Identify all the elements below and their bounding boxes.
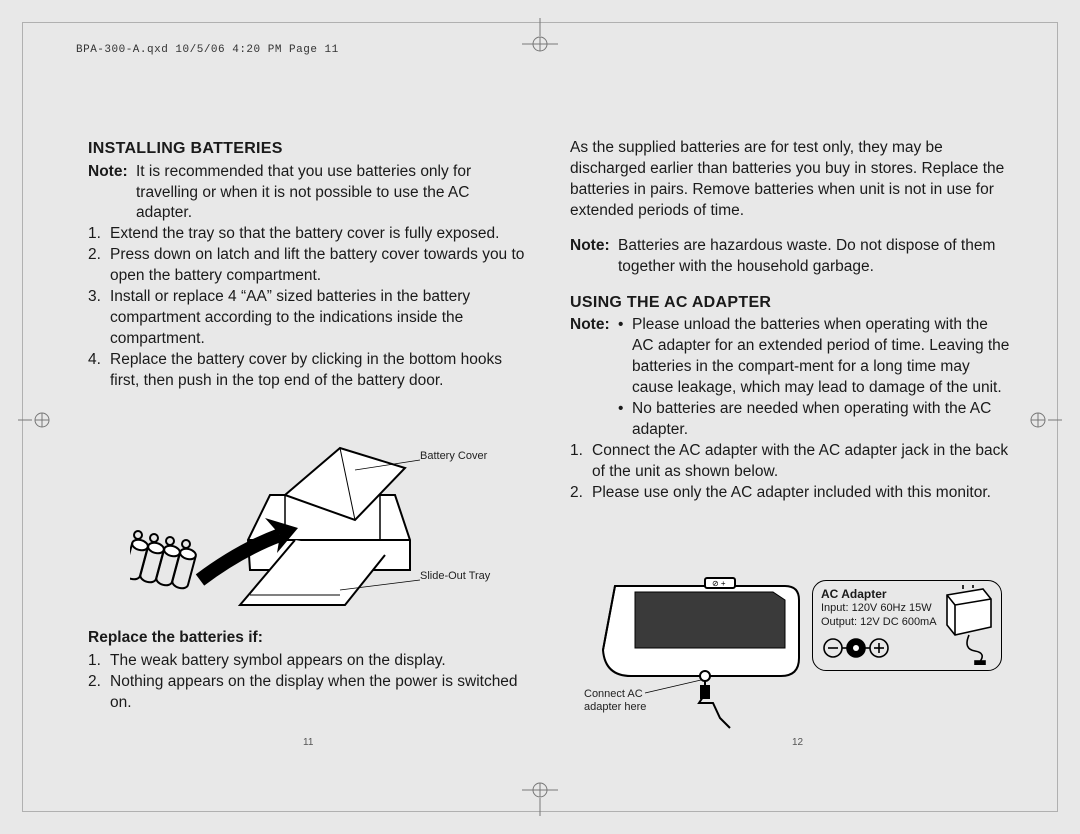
bullet-text: No batteries are needed when operating w…: [632, 399, 1010, 441]
crop-mark-bottom: [510, 776, 570, 816]
step-text: Install or replace 4 “AA” sized batterie…: [110, 287, 528, 350]
crop-mark-left: [18, 400, 58, 440]
battery-illustration: [130, 440, 440, 620]
note-label: Note:: [570, 236, 618, 278]
replace-section: Replace the batteries if: 1.The weak bat…: [88, 622, 528, 714]
step-number: 4.: [88, 350, 110, 392]
title-installing-batteries: INSTALLING BATTERIES: [88, 138, 528, 160]
intro-paragraph: As the supplied batteries are for test o…: [570, 138, 1010, 222]
bullet-dot: •: [618, 315, 632, 399]
bullet-dot: •: [618, 399, 632, 441]
page-number-right: 12: [792, 737, 803, 748]
label-battery-cover: Battery Cover: [420, 450, 487, 463]
adapter-brick-icon: [939, 585, 995, 665]
left-column: INSTALLING BATTERIES Note: It is recomme…: [88, 138, 528, 392]
label-slide-tray: Slide-Out Tray: [420, 570, 490, 583]
step-text: The weak battery symbol appears on the d…: [110, 651, 528, 672]
crop-mark-right: [1022, 400, 1062, 440]
replace-title: Replace the batteries if:: [88, 628, 528, 649]
title-ac-adapter: USING THE AC ADAPTER: [570, 292, 1010, 314]
note-body: It is recommended that you use batteries…: [136, 162, 528, 225]
step-text: Please use only the AC adapter included …: [592, 483, 1010, 504]
step-number: 1.: [88, 651, 110, 672]
note-batteries: Note: It is recommended that you use bat…: [88, 162, 528, 225]
step-number: 2.: [570, 483, 592, 504]
header-file-stamp: BPA-300-A.qxd 10/5/06 4:20 PM Page 11: [76, 44, 339, 56]
step-text: Connect the AC adapter with the AC adapt…: [592, 441, 1010, 483]
polarity-icon: [821, 636, 891, 660]
step-number: 2.: [88, 672, 110, 714]
note-label: Note:: [88, 162, 136, 225]
label-connect-here: Connect AC adapter here: [584, 688, 664, 714]
replace-steps: 1.The weak battery symbol appears on the…: [88, 651, 528, 714]
page-number-left: 11: [303, 737, 313, 748]
svg-text:⊘ +: ⊘ +: [712, 579, 726, 588]
step-number: 1.: [88, 224, 110, 245]
right-column: As the supplied batteries are for test o…: [570, 138, 1010, 503]
note-hazardous: Note: Batteries are hazardous waste. Do …: [570, 236, 1010, 278]
note-label: Note:: [570, 315, 618, 441]
crop-mark-top: [510, 18, 570, 58]
step-text: Replace the battery cover by clicking in…: [110, 350, 528, 392]
install-steps: 1.Extend the tray so that the battery co…: [88, 224, 528, 391]
step-number: 3.: [88, 287, 110, 350]
note-ac: Note: •Please unload the batteries when …: [570, 315, 1010, 441]
step-text: Press down on latch and lift the battery…: [110, 245, 528, 287]
step-number: 2.: [88, 245, 110, 287]
step-number: 1.: [570, 441, 592, 483]
ac-steps: 1.Connect the AC adapter with the AC ada…: [570, 441, 1010, 504]
note-body: Batteries are hazardous waste. Do not di…: [618, 236, 1010, 278]
step-text: Nothing appears on the display when the …: [110, 672, 528, 714]
ac-adapter-box: AC Adapter Input: 120V 60Hz 15W Output: …: [812, 580, 1002, 671]
step-text: Extend the tray so that the battery cove…: [110, 224, 528, 245]
bullet-text: Please unload the batteries when operati…: [632, 315, 1010, 399]
note-body-bulleted: •Please unload the batteries when operat…: [618, 315, 1010, 441]
